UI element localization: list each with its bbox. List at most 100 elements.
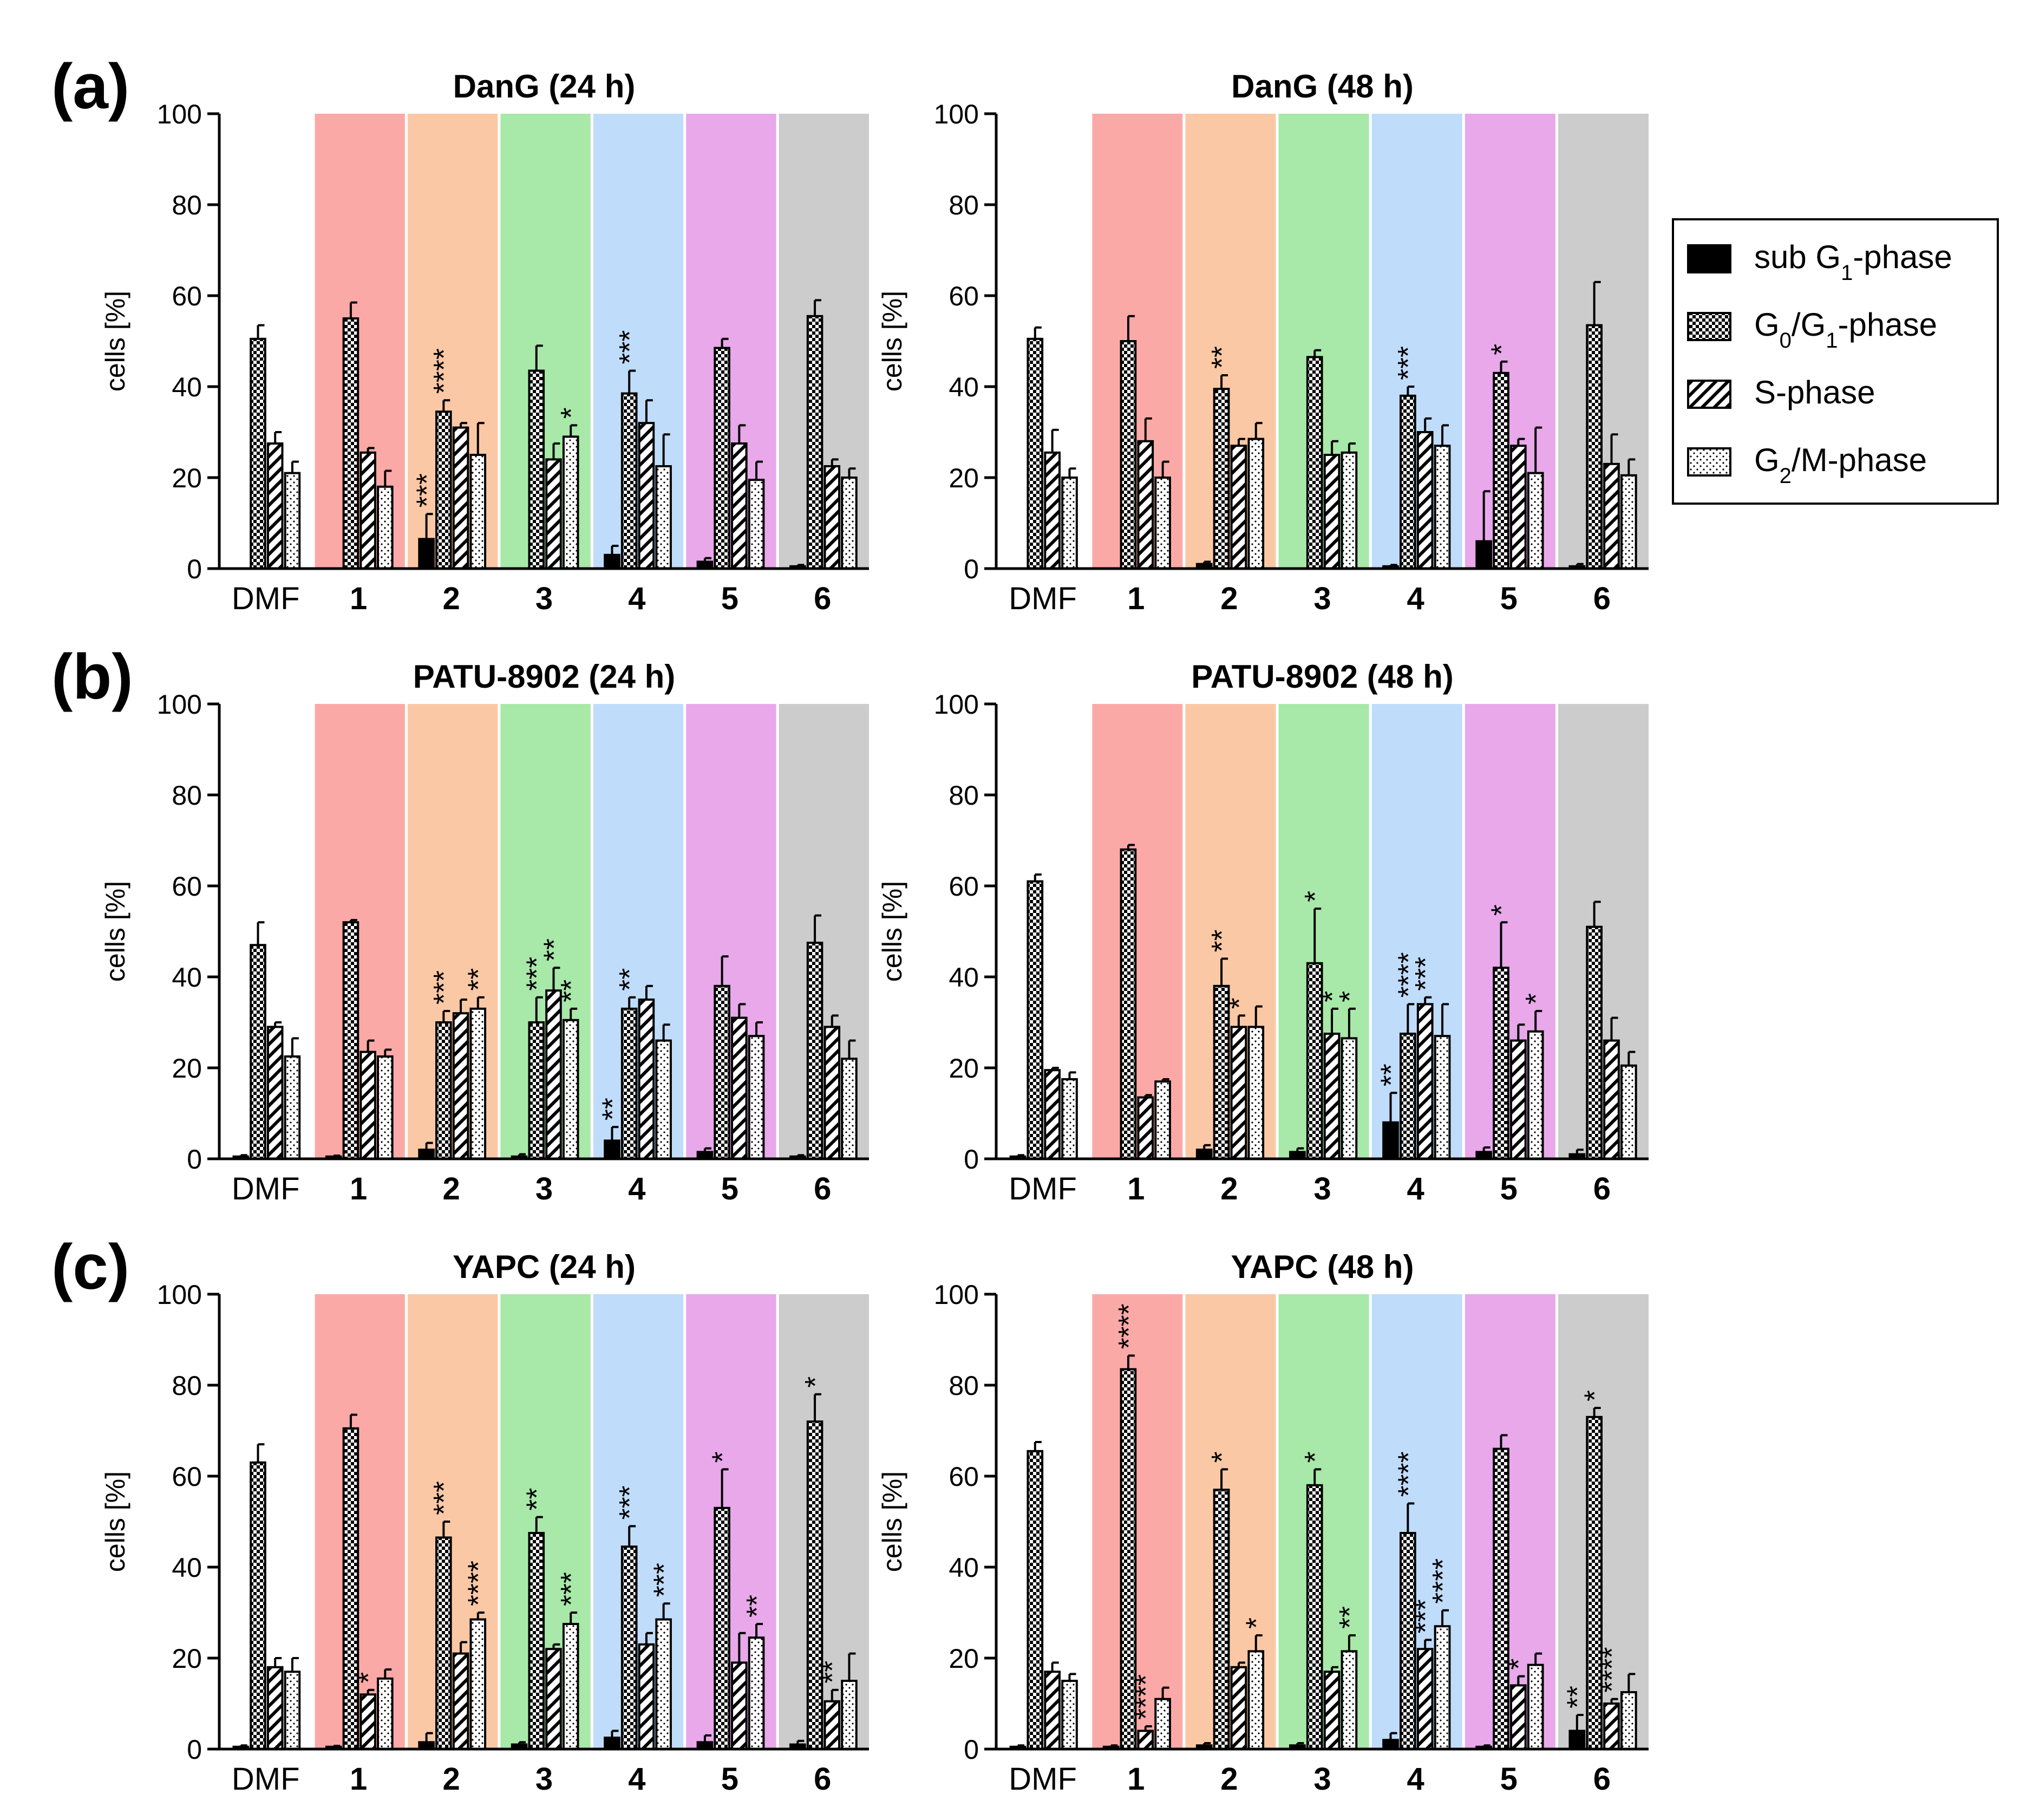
x-tick-label: 5 <box>721 581 738 616</box>
x-tick-label: 5 <box>1500 1762 1518 1797</box>
legend-swatch <box>1687 447 1731 477</box>
bar <box>266 1666 284 1751</box>
x-tick-label: 1 <box>1127 1171 1145 1206</box>
bar <box>545 989 562 1160</box>
bar <box>1434 445 1451 570</box>
x-tick-label: DMF <box>232 581 300 616</box>
x-tick-label: 6 <box>814 581 831 616</box>
bar <box>823 1700 841 1751</box>
x-tick-label: 1 <box>350 581 367 616</box>
group-background <box>315 1294 405 1749</box>
bar <box>1416 1648 1434 1750</box>
bar <box>250 1461 266 1751</box>
bar <box>284 1055 301 1160</box>
significance-mark: **** <box>428 348 460 394</box>
bar <box>1586 324 1603 570</box>
x-tick-label: 5 <box>721 1171 738 1206</box>
bar <box>638 422 655 570</box>
bar <box>1195 1149 1213 1160</box>
legend-text: G <box>1754 306 1780 343</box>
bar <box>1323 454 1341 570</box>
bar <box>1620 1691 1637 1750</box>
bar <box>452 1652 469 1751</box>
significance-mark: * <box>1223 997 1256 1009</box>
bar <box>1044 1671 1061 1750</box>
bar <box>1341 1650 1358 1750</box>
panel-label-c: (c) <box>51 1231 129 1303</box>
y-axis-label: cells [%] <box>100 1471 130 1572</box>
chart-title: DanG (24 h) <box>453 68 636 105</box>
bar <box>359 1693 376 1750</box>
bar <box>435 1536 452 1750</box>
significance-mark: **** <box>1392 952 1424 997</box>
bar <box>638 999 655 1160</box>
y-tick-label: 80 <box>172 190 202 220</box>
y-tick-label: 60 <box>172 871 202 902</box>
bar <box>1434 1035 1451 1160</box>
legend-label: G0/G1-phase <box>1754 306 1937 353</box>
significance-mark: * <box>799 1377 832 1388</box>
bar <box>250 337 266 570</box>
x-tick-label: 4 <box>628 1762 645 1797</box>
significance-mark: *** <box>613 1485 646 1519</box>
significance-mark: *** <box>428 970 460 1004</box>
bar <box>359 1051 376 1160</box>
bar <box>620 1545 638 1750</box>
y-axis-label: cells [%] <box>100 291 130 392</box>
significance-mark: **** <box>1392 1451 1424 1497</box>
significance-mark: *** <box>648 1563 681 1597</box>
group-background <box>779 1294 869 1749</box>
significance-mark: ** <box>741 1595 773 1617</box>
significance-mark: *** <box>613 330 646 364</box>
y-tick-label: 60 <box>172 281 202 311</box>
bar <box>638 1643 655 1751</box>
bar <box>284 472 301 570</box>
y-tick-label: 100 <box>157 99 202 129</box>
significance-mark: **** <box>1596 1647 1628 1693</box>
bar <box>1061 1078 1078 1160</box>
bar <box>342 921 359 1160</box>
y-tick-label: 0 <box>187 1734 202 1765</box>
bar <box>284 1671 301 1750</box>
y-tick-label: 40 <box>949 372 979 402</box>
bar <box>806 1420 823 1750</box>
significance-mark: * <box>1206 1451 1238 1463</box>
x-tick-label: 4 <box>1407 1171 1424 1206</box>
significance-mark: **** <box>462 1561 495 1606</box>
bar <box>714 347 730 570</box>
bar <box>1527 1030 1544 1160</box>
bar <box>748 479 765 570</box>
y-tick-label: 0 <box>187 1144 202 1175</box>
legend-text: -phase <box>1838 306 1937 343</box>
bar <box>1306 1484 1323 1751</box>
bar <box>377 485 394 570</box>
legend-text: G <box>1754 442 1780 478</box>
bar <box>1120 1368 1137 1751</box>
y-tick-label: 80 <box>949 190 979 220</box>
bar <box>841 1058 858 1160</box>
y-tick-label: 0 <box>187 554 202 584</box>
bar <box>1044 1069 1061 1160</box>
bar <box>1120 340 1137 570</box>
bar <box>1154 477 1171 570</box>
bar <box>1400 394 1416 570</box>
significance-mark: **** <box>1113 1303 1145 1349</box>
significance-mark: * <box>1299 1451 1331 1463</box>
x-tick-label: 6 <box>814 1762 831 1797</box>
x-tick-label: 1 <box>350 1762 367 1797</box>
bar <box>1120 848 1137 1160</box>
bar <box>418 1149 435 1160</box>
bar <box>266 442 284 570</box>
significance-mark: ** <box>1206 929 1238 952</box>
bar <box>1247 438 1265 570</box>
significance-mark: * <box>555 407 587 419</box>
bar <box>1382 1121 1399 1160</box>
bar <box>1620 1064 1637 1160</box>
bar <box>748 1636 765 1750</box>
bar <box>469 1007 487 1160</box>
y-tick-label: 60 <box>949 1462 979 1492</box>
x-tick-label: 2 <box>1220 1171 1238 1206</box>
bar <box>1154 1080 1171 1160</box>
x-tick-label: 4 <box>628 1171 645 1206</box>
